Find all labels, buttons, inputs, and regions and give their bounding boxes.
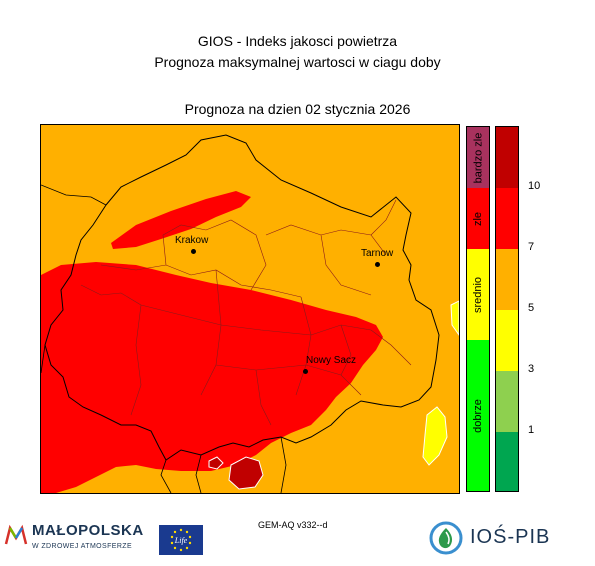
very-poor-zone-small <box>208 456 224 470</box>
eu-stars-icon: Life <box>170 528 192 552</box>
map-canvas <box>41 125 459 493</box>
eu-life-logo: Life <box>159 525 203 555</box>
scale-band-poor <box>496 188 518 249</box>
malopolska-logo: MAŁOPOLSKA W ZDROWEJ ATMOSFERZE <box>4 522 164 558</box>
poor-zone-south <box>41 262 383 493</box>
scale-tick-10: 10 <box>528 180 541 192</box>
malopolska-tagline: W ZDROWEJ ATMOSFERZE <box>32 543 133 550</box>
county-border-2 <box>80 199 412 426</box>
nowy-sacz-marker <box>303 369 308 374</box>
tarnow-marker <box>375 262 380 267</box>
value-scale <box>495 126 519 492</box>
krakow-marker <box>191 249 196 254</box>
category-legend: bardzo zle zle srednio dobrze <box>466 126 490 492</box>
malopolska-m-icon <box>4 524 28 545</box>
scale-band-very-poor <box>496 127 518 188</box>
legend-category-moderate: srednio <box>467 249 489 340</box>
malopolska-name: MAŁOPOLSKA <box>32 522 144 539</box>
legend-category-good: dobrze <box>467 340 489 491</box>
legend-label-good: dobrze <box>472 398 485 433</box>
city-label-tarnow: Tarnow <box>361 248 394 259</box>
map-title: GIOS - Indeks jakosci powietrza <box>197 33 398 49</box>
neighbor-border <box>41 184 287 493</box>
region-border <box>44 134 440 461</box>
scale-tick-3: 3 <box>528 363 535 375</box>
scale-tick-7: 7 <box>528 241 535 253</box>
legend-category-poor: zle <box>467 188 489 249</box>
forecast-date: Prognoza na dzien 02 stycznia 2026 <box>184 101 411 117</box>
scale-band-fair <box>496 310 518 371</box>
model-version: GEM-AQ v332--d <box>258 520 328 530</box>
scale-band-very-good <box>496 432 518 491</box>
very-poor-zone <box>228 456 264 490</box>
fair-zone-edge <box>450 300 459 336</box>
svg-text:Life: Life <box>174 536 188 545</box>
ios-pib-logo: IOŚ-PIB <box>428 520 558 556</box>
ios-pib-name: IOŚ-PIB <box>470 526 551 548</box>
ios-drop-icon <box>429 521 463 555</box>
forecast-map: Krakow Tarnow Nowy Sacz <box>40 124 460 494</box>
legend-label-moderate: srednio <box>472 276 485 313</box>
city-label-krakow: Krakow <box>175 235 209 246</box>
city-label-nowy-sacz: Nowy Sacz <box>306 355 357 366</box>
legend-label-very-poor: bardzo zle <box>472 132 485 183</box>
map-subtitle: Prognoza maksymalnej wartosci w ciagu do… <box>154 54 441 70</box>
legend-category-very-poor: bardzo zle <box>467 127 489 188</box>
scale-band-moderate <box>496 249 518 310</box>
scale-band-good <box>496 371 518 432</box>
legend-label-poor: zle <box>472 211 484 226</box>
scale-tick-1: 1 <box>528 424 535 436</box>
poor-zone-krakow <box>111 191 251 249</box>
scale-tick-5: 5 <box>528 302 535 314</box>
county-border-1 <box>100 219 387 416</box>
fair-zone-east <box>422 406 448 466</box>
